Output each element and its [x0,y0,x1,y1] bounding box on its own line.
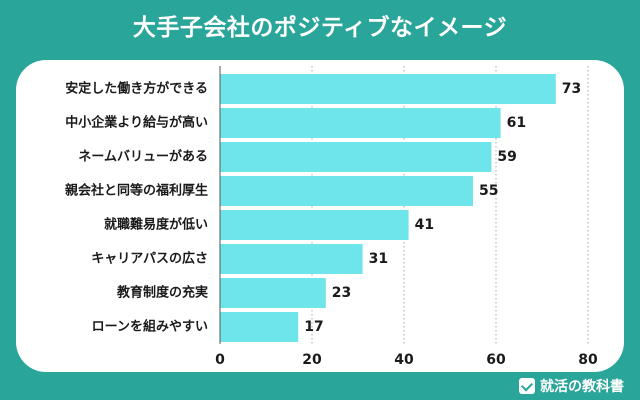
bar [220,74,556,104]
bar [220,210,409,240]
category-label: 親会社と同等の福利厚生 [65,183,208,199]
bar [220,244,363,274]
bar [220,176,473,206]
x-tick-label: 20 [302,352,322,368]
x-axis: 0 20 40 60 80 [215,66,598,368]
bar [220,278,326,308]
value-label: 55 [479,183,498,199]
category-label: 安定した働き方ができる [65,81,208,97]
value-label: 73 [562,81,581,97]
bar [220,312,299,342]
bar [220,108,501,138]
checkmark-book-icon [519,378,535,394]
x-tick-label: 60 [486,352,506,368]
category-label: ネームバリューがある [78,149,208,165]
x-tick-label: 40 [394,352,414,368]
x-tick-label: 0 [215,352,225,368]
category-label: 中小企業より給与が高い [65,115,208,131]
category-label: キャリアパスの広さ [91,251,208,267]
category-label: 教育制度の充実 [116,285,208,301]
value-label: 31 [369,251,388,267]
bars [220,74,556,342]
value-label: 61 [507,115,526,131]
brand-name: 就活の教科書 [540,379,624,395]
value-label: 23 [332,285,351,301]
bar [220,142,492,172]
chart-title: 大手子会社のポジティブなイメージ [132,15,508,41]
category-label: 就職難易度が低い [104,217,208,233]
category-label: ローンを組みやすい [92,319,208,335]
value-label: 41 [415,217,434,233]
x-tick-label: 80 [578,352,598,368]
brand-logo: 就活の教科書 [519,375,624,397]
value-label: 59 [497,149,516,165]
value-label: 17 [304,319,323,335]
labels: 安定した働き方ができる 73 中小企業より給与が高い 61 ネームバリューがある 59 親会… [65,81,581,336]
